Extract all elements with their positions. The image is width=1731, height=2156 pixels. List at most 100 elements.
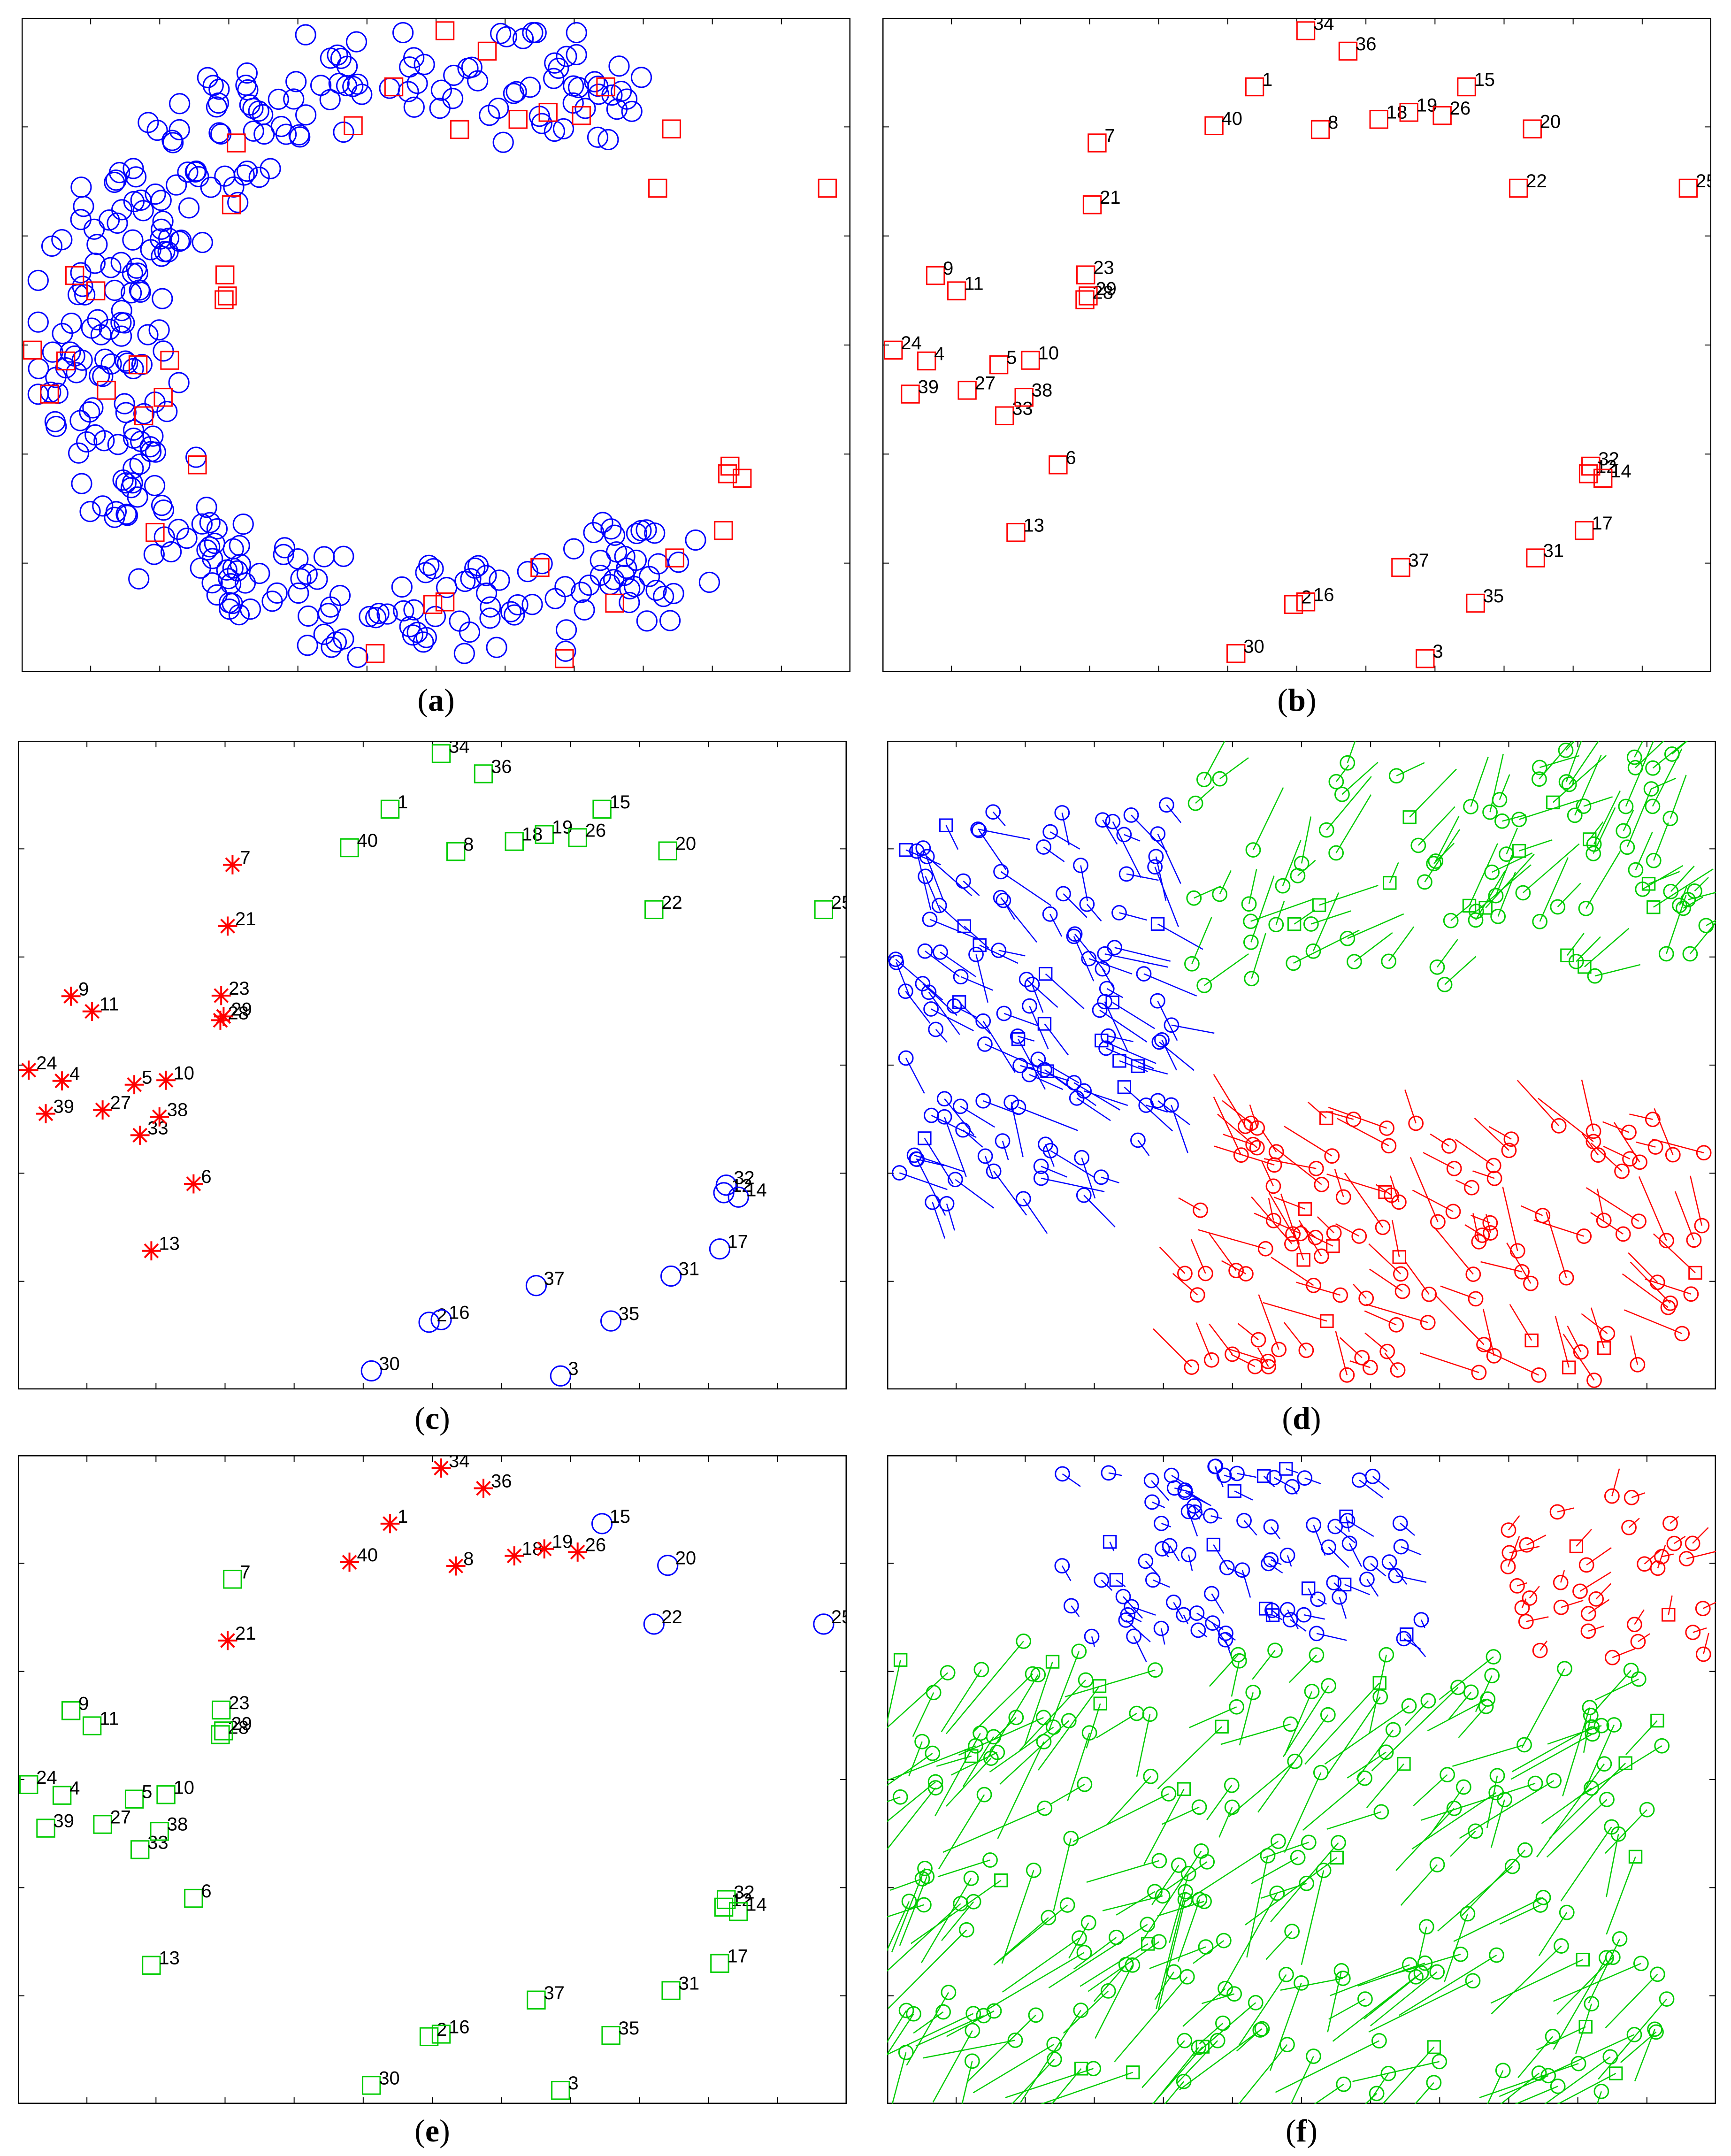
circle-marker <box>430 79 452 101</box>
displacement-line <box>1583 796 1613 807</box>
point-label: 15 <box>610 1506 631 1527</box>
circle-marker <box>1369 2086 1385 2102</box>
circle-marker <box>507 594 528 615</box>
circle-marker <box>1509 1578 1525 1594</box>
circle-marker <box>1614 1163 1630 1179</box>
circle-marker <box>1260 1353 1276 1369</box>
square-marker <box>1284 595 1303 614</box>
circle-marker <box>1578 1557 1594 1573</box>
displacement-line <box>1299 1224 1316 1238</box>
point-label: 37 <box>544 1268 565 1289</box>
circle-marker <box>1514 1600 1530 1616</box>
circle-marker <box>1662 1515 1678 1531</box>
point-label: 36 <box>491 1471 512 1491</box>
circle-marker <box>1215 2015 1231 2031</box>
circle-marker <box>659 610 681 631</box>
circle-marker <box>1021 1066 1037 1082</box>
square-marker <box>340 838 359 858</box>
displacement-line <box>1061 813 1070 845</box>
circle-marker <box>490 23 512 44</box>
square-marker <box>1427 2040 1441 2054</box>
displacement-line <box>1146 1105 1168 1113</box>
caption-e: (e) <box>414 2113 450 2148</box>
circle-marker <box>1685 1535 1700 1551</box>
circle-marker <box>93 430 115 452</box>
circle-marker <box>685 529 706 551</box>
displacement-line <box>1502 814 1526 822</box>
displacement-line <box>1050 1150 1095 1178</box>
circle-marker <box>1631 1671 1647 1687</box>
circle-marker <box>1605 1949 1621 1965</box>
displacement-line <box>1396 762 1425 776</box>
displacement-line <box>1328 1106 1387 1129</box>
point-label: 1 <box>1262 69 1272 90</box>
circle-marker <box>1321 1678 1336 1694</box>
displacement-line <box>1539 857 1569 922</box>
circle-marker <box>1665 1147 1681 1163</box>
square-marker <box>1647 900 1661 914</box>
square-marker <box>1432 106 1452 125</box>
displacement-line <box>1271 1559 1282 1565</box>
circle-marker <box>1504 1858 1520 1874</box>
circle-marker <box>993 864 1009 880</box>
displacement-line <box>1061 1565 1072 1581</box>
circle-marker <box>555 619 577 641</box>
square-marker <box>1014 388 1034 407</box>
circle-marker <box>1630 1634 1646 1650</box>
square-marker <box>1177 1782 1191 1796</box>
circle-marker <box>1553 1574 1569 1590</box>
circle-marker <box>105 501 127 522</box>
point-label: 34 <box>449 741 470 757</box>
circle-marker <box>1166 1480 1182 1496</box>
displacement-line <box>1523 843 1580 893</box>
circle-marker <box>151 246 172 267</box>
circle-marker <box>325 631 347 653</box>
displacement-line <box>1157 834 1181 884</box>
displacement-line <box>1234 1490 1253 1501</box>
circle-marker <box>123 358 144 379</box>
displacement-line <box>1126 1619 1151 1642</box>
circle-marker <box>227 192 249 213</box>
displacement-line <box>1635 741 1665 768</box>
displacement-line <box>1475 870 1506 921</box>
displacement-line <box>1086 904 1102 922</box>
circle-marker <box>1432 2054 1448 2070</box>
displacement-line <box>1043 846 1065 862</box>
circle-marker <box>1627 1617 1642 1633</box>
circle-marker <box>208 78 230 100</box>
displacement-line <box>936 1755 972 1767</box>
displacement-line <box>1356 1729 1394 1780</box>
square-marker <box>714 521 733 540</box>
point-label: 6 <box>201 1881 211 1902</box>
square-marker <box>1095 1033 1109 1048</box>
square-marker <box>435 21 455 40</box>
displacement-line <box>890 1878 923 1891</box>
circle-marker <box>399 616 421 637</box>
square-marker <box>947 281 966 300</box>
circle-marker <box>111 199 133 221</box>
circle-marker <box>1260 1848 1276 1864</box>
displacement-line <box>1565 741 1576 751</box>
displacement-line <box>1161 1806 1200 1825</box>
point-label: 23 <box>1093 258 1114 278</box>
displacement-line <box>1137 1065 1168 1075</box>
circle-marker <box>327 44 348 66</box>
displacement-line <box>921 1878 972 1964</box>
square-marker <box>899 843 913 857</box>
displacement-line <box>924 1138 954 1184</box>
displacement-line <box>1237 1323 1259 1341</box>
displacement-line <box>1562 1334 1595 1381</box>
point-label: 30 <box>1243 636 1264 657</box>
square-marker <box>733 468 752 488</box>
displacement-line <box>1104 1001 1129 1052</box>
circle-marker <box>898 1050 914 1066</box>
circle-marker <box>70 176 92 198</box>
displacement-line <box>1169 1545 1180 1562</box>
displacement-line <box>1133 1636 1147 1663</box>
circle-marker <box>111 300 132 322</box>
point-label: 19 <box>552 817 573 838</box>
circle-marker <box>222 538 244 560</box>
displacement-line <box>1101 1040 1157 1064</box>
point-label: 1 <box>398 1506 408 1527</box>
square-marker <box>1575 521 1594 540</box>
